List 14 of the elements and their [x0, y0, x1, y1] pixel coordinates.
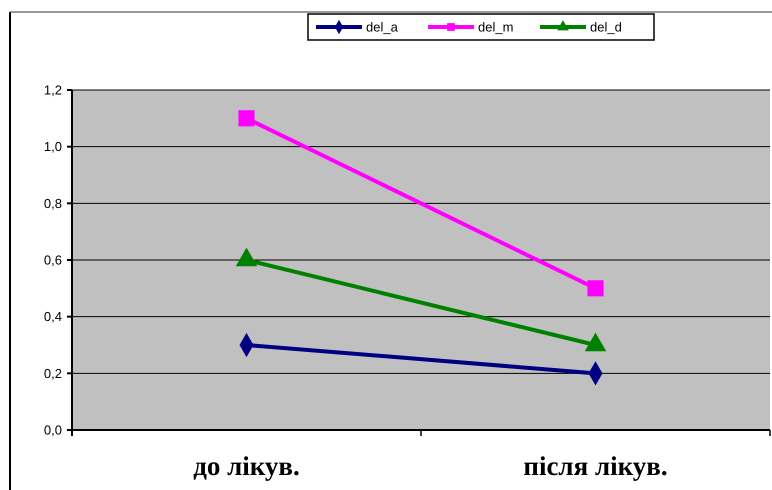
y-tick-label: 0,4	[44, 309, 62, 324]
y-tick-label: 0,8	[44, 196, 62, 211]
y-tick-label: 0,2	[44, 366, 62, 381]
point	[238, 110, 255, 126]
y-tick-label: 0,6	[44, 252, 62, 268]
y-tick-label: 0,0	[44, 422, 62, 438]
x-tick-label: після лікув.	[523, 451, 668, 481]
legend-label: del_m	[478, 20, 514, 35]
y-tick-label: 1,2	[44, 82, 62, 98]
point	[587, 280, 604, 296]
x-tick-label: до лікув.	[193, 451, 300, 481]
legend-label: del_d	[590, 20, 622, 35]
y-tick-label: 1,0	[44, 139, 62, 154]
legend-label: del_a	[366, 20, 399, 35]
